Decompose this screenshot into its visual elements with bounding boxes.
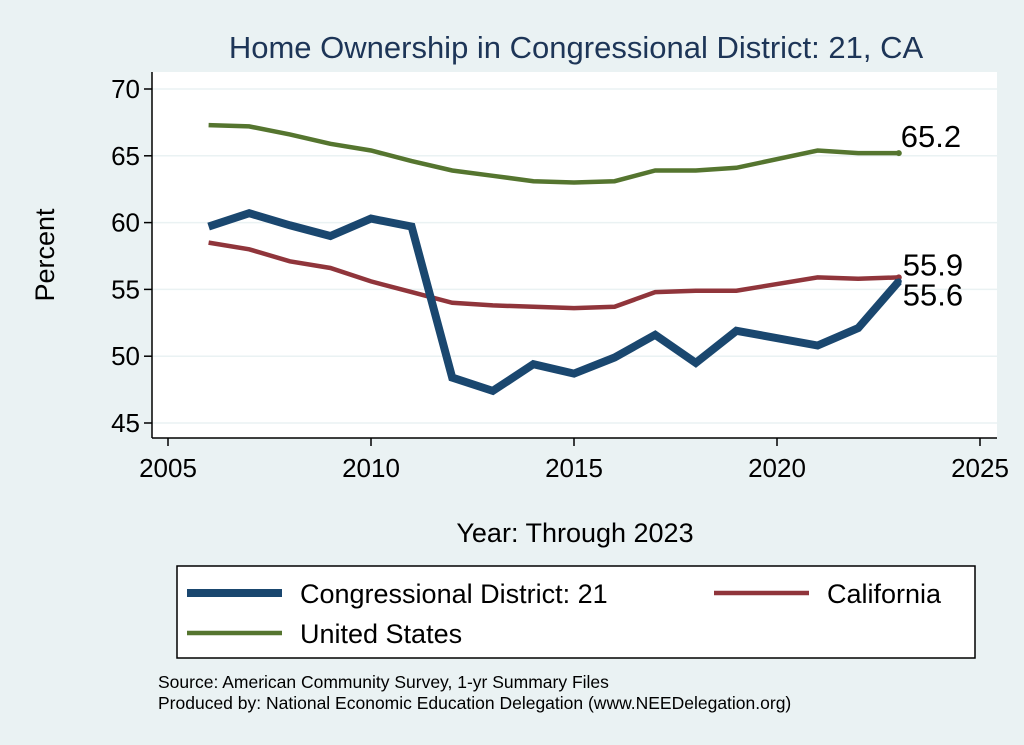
y-tick-label: 60 bbox=[111, 208, 140, 238]
chart-title: Home Ownership in Congressional District… bbox=[229, 30, 924, 65]
axes: 45 50 55 60 65 70 2005 2010 2015 2020 2025 bbox=[111, 72, 1009, 483]
y-axis-title: Percent bbox=[30, 208, 60, 302]
y-tick-label: 50 bbox=[111, 341, 140, 371]
x-tick-label: 2020 bbox=[748, 453, 806, 483]
y-tick-label: 55 bbox=[111, 274, 140, 304]
series-line-1 bbox=[208, 240, 899, 311]
plot-area bbox=[152, 72, 997, 438]
legend-label: United States bbox=[300, 619, 462, 649]
x-tick-label: 2015 bbox=[545, 453, 603, 483]
series-end-point bbox=[895, 278, 902, 285]
legend-box bbox=[176, 565, 976, 659]
x-tick-label: 2005 bbox=[139, 453, 197, 483]
produced-by-note: Produced by: National Economic Education… bbox=[158, 693, 791, 713]
end-label: 55.6 bbox=[903, 277, 963, 312]
x-tick-label: 2010 bbox=[342, 453, 400, 483]
series-lines bbox=[207, 122, 902, 396]
source-note: Source: American Community Survey, 1-yr … bbox=[158, 672, 609, 692]
x-axis-title: Year: Through 2023 bbox=[456, 518, 693, 548]
end-label: 55.9 bbox=[903, 247, 963, 282]
end-labels: 55.655.9 65.2 bbox=[901, 119, 963, 312]
y-tick-label: 65 bbox=[111, 141, 140, 171]
series-line-0 bbox=[207, 209, 902, 396]
series-end-point bbox=[895, 150, 902, 157]
legend-label: Congressional District: 21 bbox=[300, 579, 608, 609]
y-tick-label: 45 bbox=[111, 408, 140, 438]
legend-label: California bbox=[827, 579, 942, 609]
end-label: 65.2 bbox=[901, 119, 961, 154]
legend: Congressional District: 21 California Unit… bbox=[187, 579, 942, 649]
x-tick-label: 2025 bbox=[951, 453, 1009, 483]
y-tick-label: 70 bbox=[111, 74, 140, 104]
series-line-2 bbox=[208, 122, 899, 185]
